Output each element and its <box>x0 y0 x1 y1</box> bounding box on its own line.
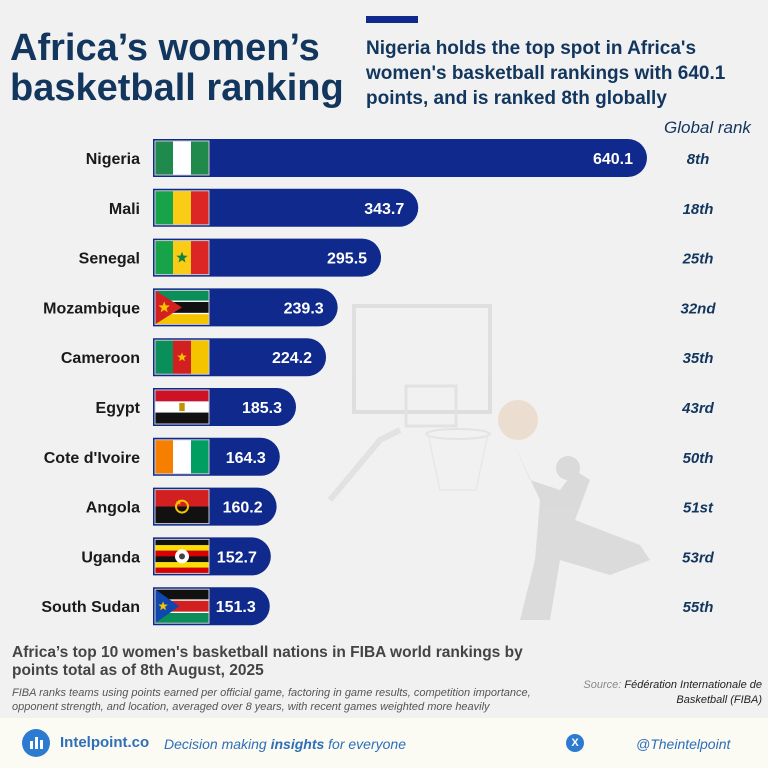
bar-row: South Sudan 151.3 55th <box>41 587 714 626</box>
brand-link[interactable]: Intelpoint.co <box>60 734 150 751</box>
bar-value-label: 224.2 <box>272 350 312 367</box>
category-label: Egypt <box>96 400 141 417</box>
global-rank-label: 55th <box>683 599 714 616</box>
category-label: Mali <box>109 201 140 218</box>
bar-row: Cote d'Ivoire 164.3 50th <box>44 437 714 476</box>
bar-value-label: 160.2 <box>223 500 263 517</box>
category-label: Cameroon <box>61 350 140 367</box>
footer: Intelpoint.co Decision making insights f… <box>0 718 768 768</box>
tagline-post: for everyone <box>324 736 406 752</box>
category-label: Cote d'Ivoire <box>44 450 140 467</box>
bar-value-label: 640.1 <box>593 151 633 168</box>
global-rank-label: 18th <box>683 201 714 218</box>
category-label: Senegal <box>79 251 140 268</box>
global-rank-header: Global rank <box>664 118 751 137</box>
bar-row: Mozambique 239.3 32nd <box>43 288 716 327</box>
tagline-bold: insights <box>270 736 325 752</box>
uganda-flag <box>154 538 210 574</box>
global-rank-label: 32nd <box>680 300 716 317</box>
category-label: South Sudan <box>41 599 140 616</box>
bar-row: Senegal 295.5 25th <box>79 238 714 277</box>
nigeria-flag <box>154 140 210 176</box>
bar <box>153 188 419 227</box>
mozambique-flag <box>154 289 210 325</box>
bar-row: Egypt 185.3 43rd <box>96 388 715 426</box>
bar <box>153 139 647 177</box>
bar-value-label: 164.3 <box>226 450 266 467</box>
category-label: Mozambique <box>43 300 140 317</box>
global-rank-label: 25th <box>682 251 714 268</box>
category-label: Uganda <box>81 549 140 566</box>
source-credit: Source: Fédération Internationale de Bas… <box>562 678 762 708</box>
bar-row: Uganda 152.7 53rd <box>81 537 715 576</box>
basketball-illustration <box>327 304 650 620</box>
angola-flag <box>154 489 210 525</box>
bar-value-label: 295.5 <box>327 251 367 268</box>
bar <box>153 238 382 277</box>
global-rank-label: 8th <box>687 151 710 168</box>
tagline-pre: Decision making <box>164 736 271 752</box>
bar-row: Cameroon 224.2 35th <box>61 338 714 377</box>
bar-row: Mali 343.7 18th <box>109 188 714 227</box>
source-text: Fédération Internationale de Basketball … <box>624 679 762 706</box>
cote-divoire-flag <box>154 439 210 475</box>
bar-value-label: 343.7 <box>364 201 404 218</box>
methodology-note: FIBA ranks teams using points earned per… <box>12 687 531 713</box>
page-subtitle: Nigeria holds the top spot in Africa's w… <box>366 38 726 109</box>
global-rank-label: 51st <box>683 500 714 517</box>
senegal-flag <box>154 240 210 276</box>
accent-bar <box>366 16 418 23</box>
egypt-flag <box>154 389 210 425</box>
source-label: Source: <box>583 679 622 691</box>
bar-value-label: 239.3 <box>284 300 324 317</box>
social-handle-link[interactable]: @Theintelpoint <box>636 736 731 752</box>
south-sudan-flag <box>154 588 210 624</box>
intelpoint-logo-icon <box>22 729 50 757</box>
page-title: Africa’s women’s basketball ranking <box>10 27 344 109</box>
chart-caption: Africa’s top 10 women's basketball natio… <box>12 644 523 679</box>
global-rank-label: 43rd <box>681 400 715 417</box>
category-label: Angola <box>86 500 140 517</box>
global-rank-label: 35th <box>683 350 714 367</box>
tagline: Decision making insights for everyone <box>164 736 406 752</box>
bar-row: Angola 160.2 51st <box>86 487 714 526</box>
category-label: Nigeria <box>86 151 140 168</box>
bar-value-label: 152.7 <box>217 549 257 566</box>
mali-flag <box>154 190 210 226</box>
cameroon-flag <box>154 339 210 375</box>
x-icon[interactable]: X <box>566 734 584 752</box>
global-rank-label: 53rd <box>682 549 715 566</box>
bar-value-label: 151.3 <box>216 599 256 616</box>
global-rank-label: 50th <box>683 450 714 467</box>
bar-chart: Nigeria 640.1 8th Mali 343.7 18th Senegal 295.5… <box>41 139 716 626</box>
bar-value-label: 185.3 <box>242 400 282 417</box>
bar-row: Nigeria 640.1 8th <box>86 139 710 177</box>
